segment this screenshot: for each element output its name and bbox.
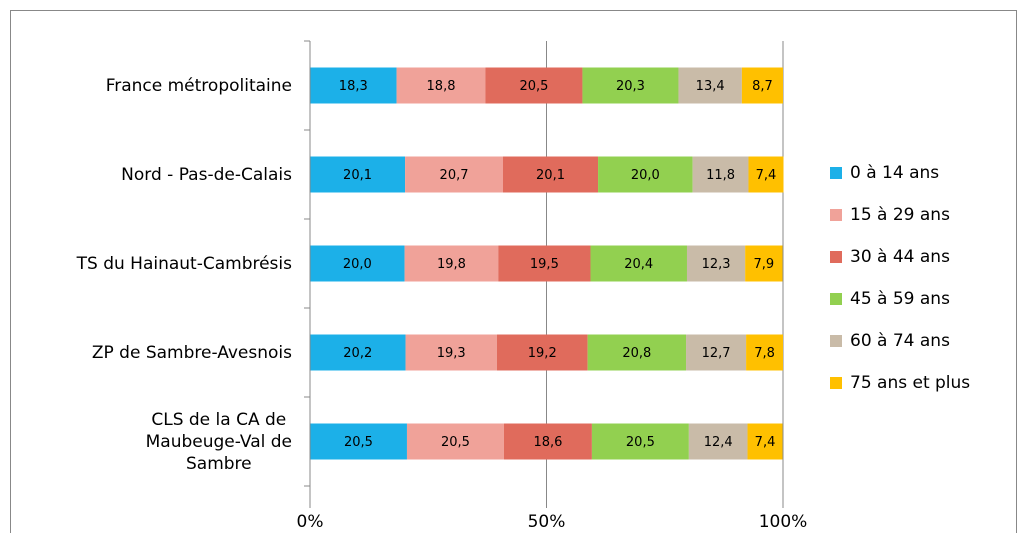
bar-segment: [598, 156, 693, 193]
bar-segment: [496, 334, 588, 371]
data-label: 20,0: [343, 257, 372, 272]
data-label: 7,4: [756, 168, 777, 183]
data-label: 12,3: [702, 257, 731, 272]
bar-segment: [748, 156, 784, 193]
bar-segment: [590, 245, 687, 282]
bar-segment: [747, 423, 783, 460]
data-label: 19,8: [437, 257, 466, 272]
bar-segment: [498, 245, 591, 282]
legend-label: 75 ans et plus: [850, 373, 970, 393]
legend-swatch: [830, 209, 842, 221]
data-label: 8,7: [752, 79, 773, 94]
bar-segment: [503, 423, 592, 460]
bar-segment: [310, 245, 405, 282]
y-tick-label: Nord - Pas-de-Calais: [121, 164, 292, 185]
bar-segment: [686, 334, 747, 371]
bar-segment: [310, 67, 397, 104]
data-label: 20,7: [440, 168, 469, 183]
data-label: 13,4: [696, 79, 725, 94]
bar-segment: [502, 156, 599, 193]
data-label: 20,1: [536, 168, 565, 183]
legend-label: 30 à 44 ans: [850, 247, 950, 267]
bar-segment: [405, 334, 497, 371]
legend-label: 0 à 14 ans: [850, 163, 939, 183]
data-label: 7,8: [754, 346, 775, 361]
data-label: 18,6: [533, 435, 562, 450]
data-label: 20,5: [519, 79, 548, 94]
legend-swatch: [830, 251, 842, 263]
bar-segment: [591, 423, 689, 460]
bar-segment: [746, 334, 783, 371]
bar-segment: [310, 156, 406, 193]
y-tick-label: France métropolitaine: [105, 75, 292, 96]
data-label: 18,8: [427, 79, 456, 94]
legend-swatch: [830, 167, 842, 179]
data-label: 19,3: [437, 346, 466, 361]
data-label: 20,0: [631, 168, 660, 183]
data-label: 12,7: [702, 346, 731, 361]
legend-label: 45 à 59 ans: [850, 289, 950, 309]
bar-segment: [396, 67, 486, 104]
bar-segment: [686, 245, 746, 282]
data-label: 7,4: [755, 435, 776, 450]
bar-segment: [310, 423, 407, 460]
data-label: 20,3: [616, 79, 645, 94]
bar-segment: [678, 67, 742, 104]
legend-swatch: [830, 335, 842, 347]
y-tick-label: CLS de la CA de Maubeuge-Val de Sambre: [145, 409, 292, 474]
bar-segment: [688, 423, 748, 460]
legend-swatch: [830, 293, 842, 305]
data-label: 11,8: [706, 168, 735, 183]
data-label: 20,2: [343, 346, 372, 361]
bar-segment: [405, 156, 503, 193]
data-label: 20,5: [441, 435, 470, 450]
x-tick-label: 0%: [297, 512, 324, 532]
bar-segment: [692, 156, 749, 193]
y-tick-label: TS du Hainaut-Cambrésis: [76, 253, 292, 274]
data-label: 20,5: [344, 435, 373, 450]
x-tick-label: 50%: [528, 512, 566, 532]
legend-label: 60 à 74 ans: [850, 331, 950, 351]
data-label: 20,5: [626, 435, 655, 450]
bar-segment: [485, 67, 583, 104]
data-label: 19,2: [528, 346, 557, 361]
bar-segment: [745, 245, 783, 282]
bar-segment: [404, 245, 499, 282]
chart-border: [10, 10, 1017, 533]
bar-segment: [310, 334, 406, 371]
data-label: 19,5: [530, 257, 559, 272]
data-label: 18,3: [339, 79, 368, 94]
bar-segment: [406, 423, 504, 460]
legend-label: 15 à 29 ans: [850, 205, 950, 225]
legend-swatch: [830, 377, 842, 389]
bar-segment: [587, 334, 687, 371]
data-label: 20,4: [624, 257, 653, 272]
bar-segment: [741, 67, 783, 104]
bar-segment: [582, 67, 679, 104]
data-label: 12,4: [704, 435, 733, 450]
data-label: 7,9: [753, 257, 774, 272]
x-tick-label: 100%: [759, 512, 808, 532]
data-label: 20,1: [343, 168, 372, 183]
data-label: 20,8: [622, 346, 651, 361]
y-tick-label: ZP de Sambre-Avesnois: [91, 342, 292, 363]
